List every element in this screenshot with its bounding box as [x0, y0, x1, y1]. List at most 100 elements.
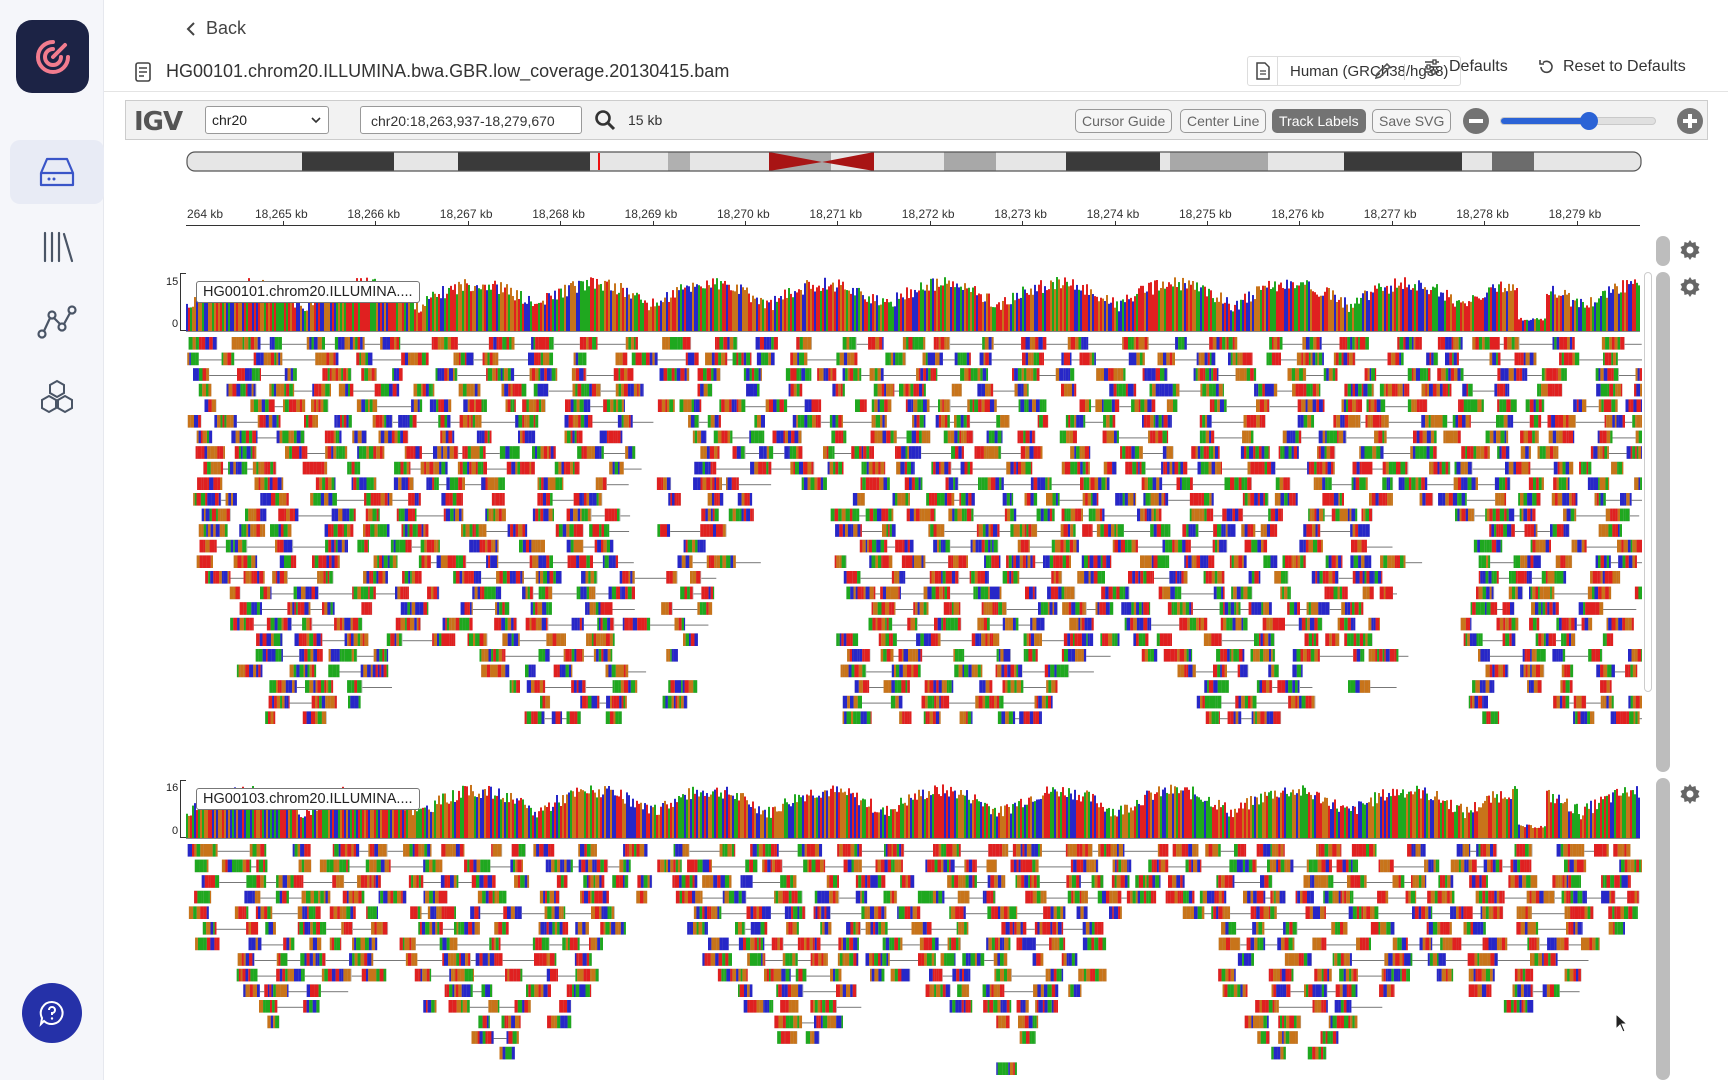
coverage-bar: [626, 287, 628, 331]
mismatch-base: [1636, 383, 1641, 397]
mismatch-base: [1598, 524, 1602, 537]
mismatch-base: [831, 430, 836, 444]
chromosome-ideogram[interactable]: [186, 150, 1642, 174]
mismatch-base: [884, 461, 886, 475]
pair-connector: [738, 484, 772, 486]
mismatch-base: [576, 555, 580, 568]
locus-input[interactable]: chr20:18,263,937-18,279,670: [360, 106, 582, 134]
help-button[interactable]: [22, 983, 82, 1043]
reset-defaults-button[interactable]: Reset to Defaults: [1538, 58, 1686, 76]
mismatch-base: [884, 415, 887, 428]
mismatch-base: [1131, 539, 1136, 553]
mismatch-base: [190, 415, 194, 428]
chromosome-select[interactable]: chr20: [205, 106, 329, 134]
mismatch-base: [202, 555, 207, 568]
zoom-out-icon[interactable]: [1462, 107, 1490, 135]
search-icon[interactable]: [594, 109, 616, 131]
mismatch-base: [793, 352, 798, 366]
mismatch-base: [1535, 539, 1540, 553]
cursor-guide-button[interactable]: Cursor Guide: [1075, 109, 1173, 133]
mismatch-base: [1100, 524, 1104, 537]
app-logo[interactable]: [16, 20, 89, 93]
mismatch-base: [1595, 368, 1599, 381]
mismatch-base: [1021, 383, 1024, 397]
coverage-bar: [1602, 291, 1604, 331]
mismatch-base: [808, 399, 812, 412]
mismatch-base: [1278, 508, 1282, 522]
pair-connector: [620, 515, 631, 517]
mismatch-base: [1610, 508, 1613, 522]
coverage-bar: [1464, 303, 1466, 331]
genome-selector[interactable]: Human (GRCh38/hg38): [1247, 56, 1462, 86]
mismatch-base: [540, 508, 544, 522]
mismatch-base: [1456, 352, 1459, 366]
mismatch-base: [991, 337, 994, 350]
zoom-in-icon[interactable]: [1676, 107, 1704, 135]
mismatch-base: [461, 524, 464, 537]
nav-storage[interactable]: [10, 140, 104, 204]
mismatch-base: [220, 461, 223, 475]
mismatch-base: [440, 337, 444, 350]
coverage-bar: [338, 283, 340, 331]
nav-workflow[interactable]: [10, 290, 104, 354]
mismatch-base: [871, 415, 874, 428]
zoom-slider-track[interactable]: [1500, 112, 1656, 130]
pair-connector: [921, 453, 952, 454]
track-labels-button[interactable]: Track Labels: [1272, 109, 1366, 133]
mismatch-base: [473, 539, 477, 553]
save-svg-button[interactable]: Save SVG: [1372, 109, 1452, 133]
pair-connector: [1255, 531, 1261, 532]
mismatch-base: [265, 399, 269, 412]
mismatch-base: [986, 399, 990, 412]
mismatch-base: [1492, 352, 1497, 366]
mismatch-base: [536, 399, 539, 412]
edit-pencil-icon[interactable]: [1374, 62, 1392, 80]
mismatch-base: [1563, 337, 1567, 350]
coverage-bar: [1362, 293, 1364, 331]
mismatch-base: [1120, 446, 1123, 459]
pair-connector: [999, 531, 1011, 532]
mismatch-base: [613, 368, 617, 381]
mismatch-base: [1110, 430, 1114, 444]
mismatch-base: [581, 508, 585, 522]
mismatch-base: [1262, 461, 1265, 475]
mismatch-base: [1168, 524, 1171, 537]
mismatch-base: [322, 368, 326, 381]
mismatch-base: [1029, 461, 1031, 475]
mismatch-base: [690, 415, 695, 428]
mismatch-base: [331, 555, 335, 568]
coverage-bar: [412, 301, 414, 331]
mismatch-base: [909, 508, 914, 522]
zoom-slider-thumb[interactable]: [1579, 112, 1598, 130]
mismatch-base: [231, 430, 236, 444]
center-line-button[interactable]: Center Line: [1180, 109, 1267, 133]
mismatch-base: [1269, 337, 1272, 350]
mismatch-base: [862, 477, 866, 490]
nav-library[interactable]: [10, 215, 104, 279]
mismatch-base: [1164, 383, 1169, 397]
coverage-bar: [806, 280, 808, 331]
mismatch-base: [409, 477, 414, 490]
mismatch-base: [1627, 539, 1631, 553]
mismatch-base: [933, 539, 938, 553]
mismatch-base: [1598, 368, 1601, 381]
mismatch-base: [666, 477, 671, 490]
coverage-bar: [1370, 291, 1372, 331]
mismatch-base: [251, 508, 254, 522]
mismatch-base: [900, 461, 905, 475]
mismatch-base: [1055, 368, 1060, 381]
mismatch-base: [1035, 337, 1039, 350]
mismatch-base: [788, 430, 792, 444]
mismatch-base: [235, 461, 238, 475]
mismatch-base: [990, 539, 993, 553]
mismatch-base: [1006, 493, 1010, 506]
back-link[interactable]: Back: [186, 18, 246, 39]
mismatch-base: [415, 508, 417, 522]
mismatch-base: [379, 524, 384, 537]
nav-hexagons[interactable]: [10, 365, 104, 429]
defaults-button[interactable]: Defaults: [1424, 58, 1508, 76]
mismatch-base: [1572, 415, 1576, 428]
mismatch-base: [232, 383, 237, 397]
coverage-bar: [1638, 285, 1640, 331]
mismatch-base: [596, 524, 600, 537]
